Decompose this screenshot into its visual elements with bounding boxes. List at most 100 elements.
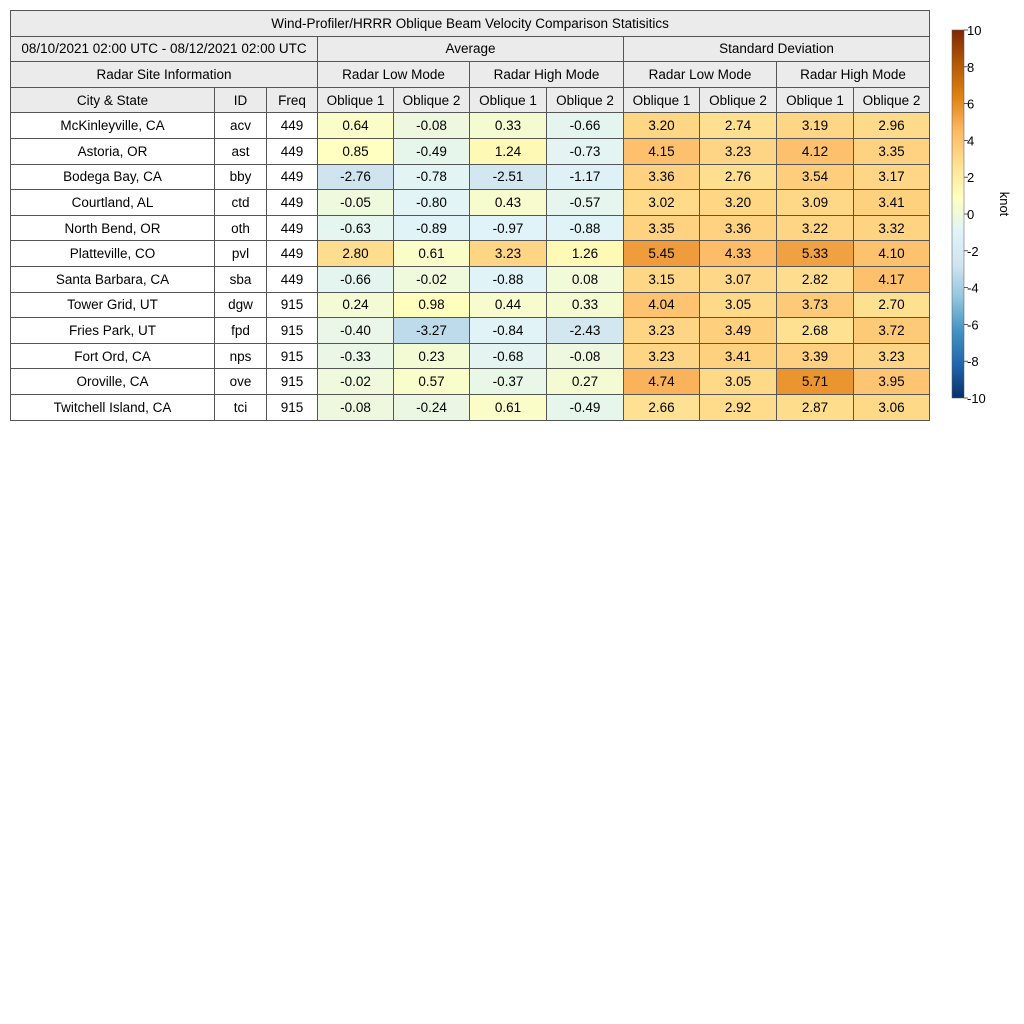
mode-header-avg-low: Radar Low Mode [317, 61, 470, 88]
site-freq: 915 [266, 317, 318, 344]
colorbar-tick-label: -8 [967, 354, 979, 369]
table-row: Courtland, AL ctd 449 -0.05 -0.80 0.43 -0.57 3.… [10, 189, 931, 216]
site-id: fpd [214, 317, 267, 344]
colorbar-tick-label: -10 [967, 391, 986, 406]
value-cell: -1.17 [546, 163, 624, 191]
table-row: Platteville, CO pvl 449 2.80 0.61 3.23 1.26 5.4… [10, 240, 931, 267]
value-cell: 2.76 [699, 163, 777, 191]
stats-table: Wind-Profiler/HRRR Oblique Beam Velocity… [9, 10, 931, 421]
value-cell: -0.68 [469, 342, 547, 370]
value-cell: -0.02 [393, 265, 470, 293]
value-cell: 3.06 [852, 393, 931, 421]
value-cell: 0.43 [469, 189, 547, 216]
value-cell: 0.85 [317, 137, 394, 165]
site-city: Astoria, OR [10, 137, 215, 165]
value-cell: 3.35 [623, 214, 700, 242]
value-cell: 3.07 [699, 265, 777, 293]
colorbar-tick-label: 8 [967, 60, 974, 75]
value-cell: 3.73 [776, 291, 854, 319]
value-cell: 5.71 [776, 368, 854, 395]
value-cell: -0.78 [393, 163, 470, 191]
value-cell: 0.61 [393, 240, 470, 267]
site-id: ctd [214, 189, 267, 216]
mode-header-sd-low: Radar Low Mode [623, 61, 777, 88]
value-cell: -2.43 [546, 317, 624, 344]
value-cell: -0.08 [317, 393, 394, 421]
value-cell: -0.57 [546, 189, 624, 216]
colorbar-label: knot [997, 192, 1012, 217]
site-id: dgw [214, 291, 267, 319]
site-id: ast [214, 137, 267, 165]
value-cell: 3.19 [776, 112, 854, 139]
colorbar-tick-label: 10 [967, 23, 981, 38]
site-city: Platteville, CO [10, 240, 215, 267]
value-cell: -0.84 [469, 317, 547, 344]
value-cell: 3.02 [623, 189, 700, 216]
table-row: McKinleyville, CA acv 449 0.64 -0.08 0.33 -0.6… [10, 112, 931, 139]
value-cell: 3.36 [699, 214, 777, 242]
site-city: Twitchell Island, CA [10, 393, 215, 421]
table-row: Twitchell Island, CA tci 915 -0.08 -0.24 0.61… [10, 393, 931, 421]
value-cell: 2.82 [776, 265, 854, 293]
value-cell: -0.49 [546, 393, 624, 421]
value-cell: 4.33 [699, 240, 777, 267]
value-cell: 3.41 [699, 342, 777, 370]
value-cell: 2.74 [699, 112, 777, 139]
value-cell: 3.22 [776, 214, 854, 242]
value-cell: -0.89 [393, 214, 470, 242]
site-freq: 915 [266, 291, 318, 319]
table-row: Astoria, OR ast 449 0.85 -0.49 1.24 -0.73 4.15 3… [10, 137, 931, 165]
value-cell: -0.08 [393, 112, 470, 139]
value-cell: 3.72 [852, 317, 931, 344]
value-cell: 2.66 [623, 393, 700, 421]
value-cell: 3.41 [852, 189, 931, 216]
column-header: Oblique 2 [852, 86, 931, 114]
value-cell: -0.24 [393, 393, 470, 421]
site-id: acv [214, 112, 267, 139]
site-city: Bodega Bay, CA [10, 163, 215, 191]
value-cell: -2.76 [317, 163, 394, 191]
value-cell: 0.27 [546, 368, 624, 395]
site-freq: 915 [266, 368, 318, 395]
column-header: Freq [266, 86, 318, 114]
site-freq: 915 [266, 393, 318, 421]
site-id: nps [214, 342, 267, 370]
value-cell: 2.92 [699, 393, 777, 421]
value-cell: -0.73 [546, 137, 624, 165]
value-cell: 3.23 [852, 342, 931, 370]
value-cell: 5.45 [623, 240, 700, 267]
site-freq: 449 [266, 163, 318, 191]
colorbar: 10 8 6 4 2 0 -2 -4 -6 -8 -10 knot [951, 23, 1012, 406]
site-city: Courtland, AL [10, 189, 215, 216]
value-cell: 3.23 [469, 240, 547, 267]
site-city: McKinleyville, CA [10, 112, 215, 139]
group-header-average: Average [317, 35, 624, 63]
value-cell: 1.24 [469, 137, 547, 165]
value-cell: -0.66 [546, 112, 624, 139]
value-cell: 3.35 [852, 137, 931, 165]
mode-header-avg-high: Radar High Mode [469, 61, 624, 88]
site-city: Fries Park, UT [10, 317, 215, 344]
value-cell: 0.44 [469, 291, 547, 319]
value-cell: -0.66 [317, 265, 394, 293]
value-cell: 3.05 [699, 291, 777, 319]
value-cell: 0.23 [393, 342, 470, 370]
column-header: ID [214, 86, 267, 114]
value-cell: -0.37 [469, 368, 547, 395]
value-cell: 3.95 [852, 368, 931, 395]
column-header: Oblique 2 [699, 86, 777, 114]
table-row: Fries Park, UT fpd 915 -0.40 -3.27 -0.84 -2.43… [10, 317, 931, 344]
site-id: bby [214, 163, 267, 191]
value-cell: 3.54 [776, 163, 854, 191]
colorbar-tick-label: 2 [967, 170, 974, 185]
column-header: City & State [10, 86, 215, 114]
column-header: Oblique 1 [317, 86, 394, 114]
value-cell: -0.05 [317, 189, 394, 216]
value-cell: 0.33 [546, 291, 624, 319]
value-cell: 3.23 [699, 137, 777, 165]
colorbar-tick-label: 0 [967, 207, 974, 222]
value-cell: 3.20 [699, 189, 777, 216]
value-cell: 0.57 [393, 368, 470, 395]
column-header: Oblique 1 [469, 86, 547, 114]
value-cell: -0.80 [393, 189, 470, 216]
